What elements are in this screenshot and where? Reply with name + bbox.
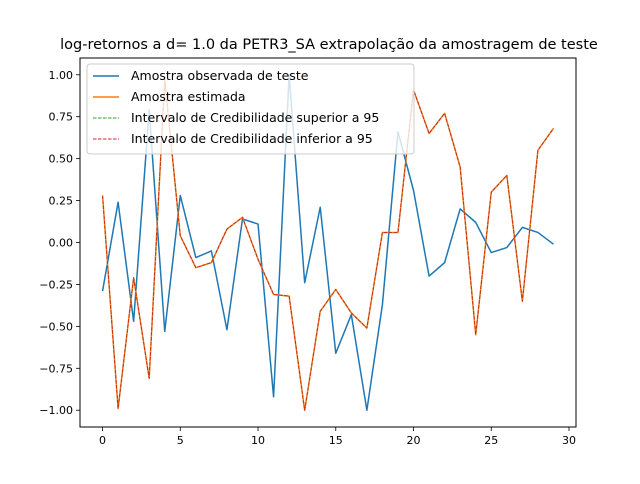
x-tick-label: 30 [562,434,576,447]
y-tick-label: 0.75 [49,111,74,124]
series-layer [101,74,555,411]
legend: Amostra observada de teste Amostra estima… [86,63,415,155]
y-tick-label: 0.00 [49,237,74,250]
y-tick-label: 1.00 [49,69,74,82]
y-tick-label: 0.25 [49,195,74,208]
y-tick-label: 0.50 [49,153,74,166]
series-line-1 [101,74,554,411]
y-tick-label: −1.00 [39,404,73,417]
legend-label: Amostra estimada [131,89,246,104]
x-axis: 0 5 10 15 20 25 30 [99,427,576,447]
y-tick-label: −0.25 [39,278,73,291]
x-tick-label: 25 [484,434,498,447]
legend-label: Amostra observada de teste [131,68,309,83]
x-tick-label: 0 [99,434,106,447]
legend-label: Intervalo de Credibilidade inferior a 95 [131,131,373,146]
legend-label: Intervalo de Credibilidade superior a 95 [131,110,379,125]
x-tick-label: 15 [329,434,343,447]
y-tick-label: −0.50 [39,320,73,333]
y-axis: 1.00 0.75 0.50 0.25 0.00 −0.25 −0.50 −0.75 −1.00 [39,69,80,417]
series-line-4 [102,79,554,411]
y-tick-label: −0.75 [39,362,73,375]
chart-title: log-retornos a d= 1.0 da PETR3_SA extrap… [60,37,598,53]
x-tick-label: 10 [251,434,265,447]
x-tick-label: 5 [177,434,184,447]
x-tick-label: 20 [407,434,421,447]
legend-box [86,63,415,155]
